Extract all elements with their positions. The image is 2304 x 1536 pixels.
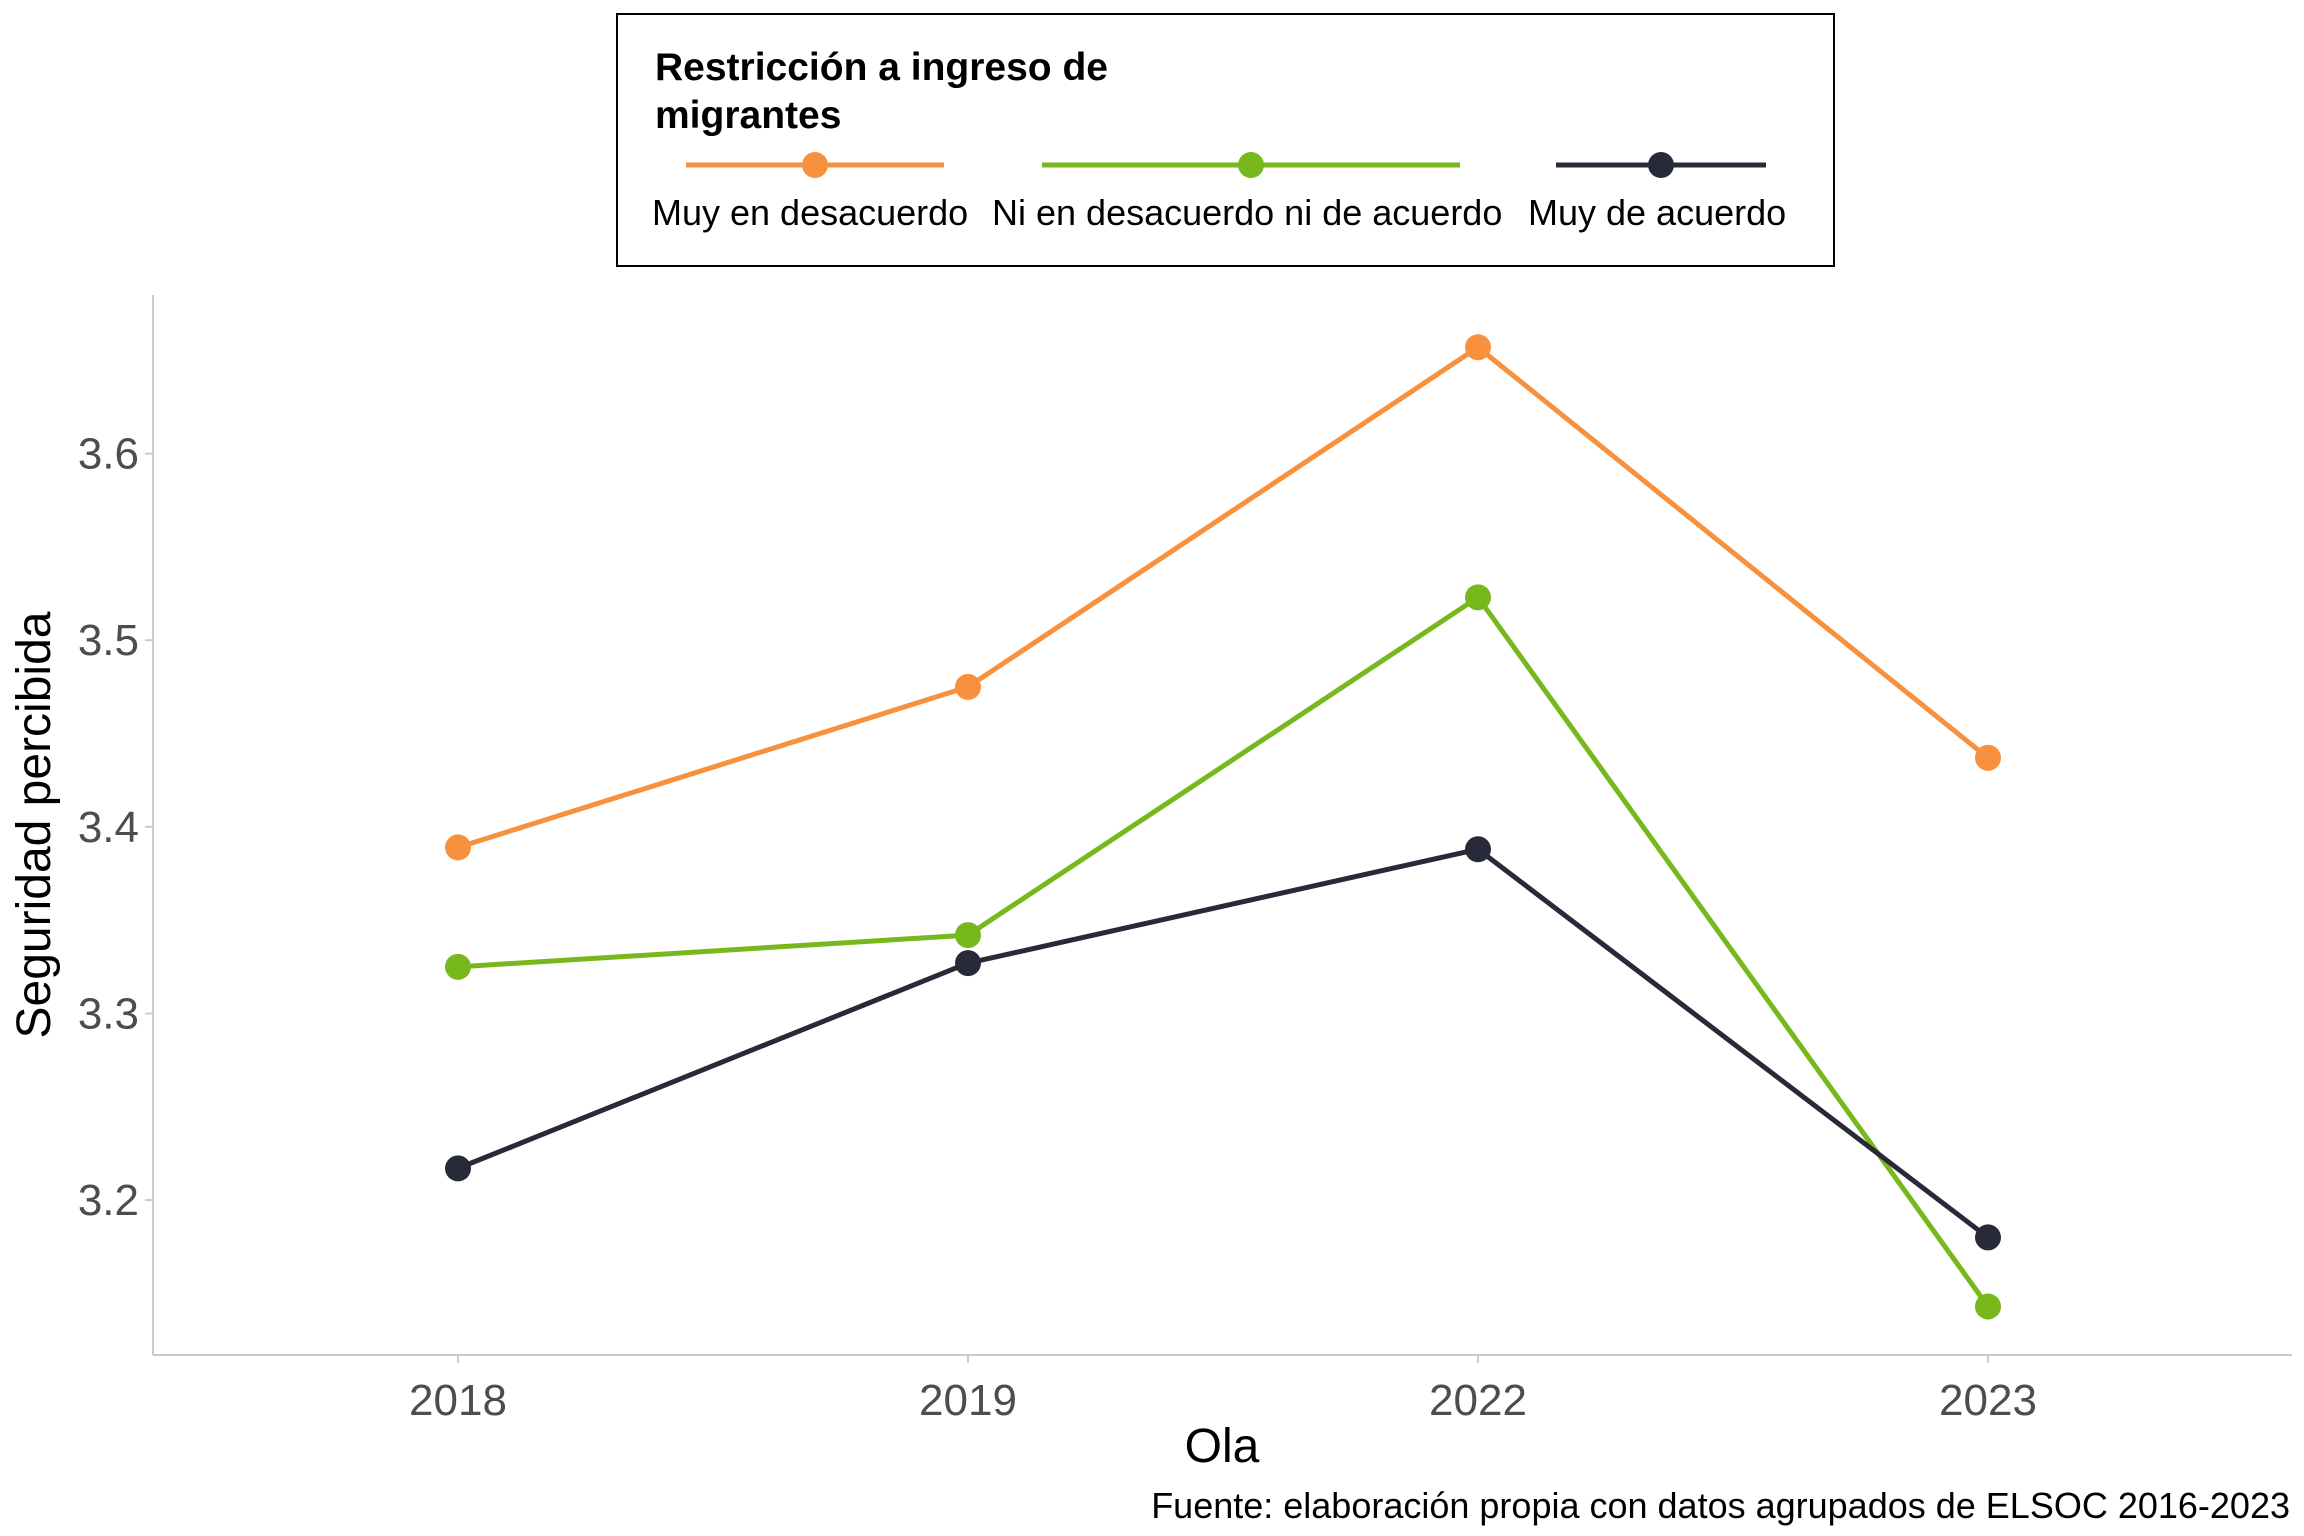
data-point <box>1465 836 1491 863</box>
legend-key-point <box>1648 152 1674 178</box>
x-axis-title: Ola <box>1185 1420 1260 1473</box>
legend-label: Muy de acuerdo <box>1528 192 1786 233</box>
legend-item: Muy en desacuerdo <box>652 152 968 233</box>
y-axis-title: Seguridad percibida <box>8 611 61 1038</box>
series-line-segment <box>455 960 971 1171</box>
legend-label: Ni en desacuerdo ni de acuerdo <box>992 192 1502 233</box>
data-point <box>955 950 981 977</box>
y-tick-label: 3.6 <box>78 430 139 479</box>
data-point <box>1465 584 1491 611</box>
x-tick-label: 2022 <box>1429 1376 1527 1425</box>
axes <box>152 295 2292 1356</box>
series-3 <box>445 836 2001 1251</box>
legend-box <box>616 13 1835 267</box>
y-tick-label: 3.4 <box>78 803 139 852</box>
series-line-segment <box>965 846 1481 966</box>
legend-key-point <box>1238 152 1264 178</box>
series-line-segment <box>455 684 971 850</box>
legend-title-line1: Restricción a ingreso de <box>655 46 1108 89</box>
legend-item: Muy de acuerdo <box>1528 152 1786 233</box>
legend-label: Muy en desacuerdo <box>652 192 968 233</box>
data-point <box>1975 1224 2001 1251</box>
data-point <box>445 953 471 980</box>
x-tick-label: 2019 <box>919 1376 1017 1425</box>
data-point <box>955 673 981 700</box>
legend-key-point <box>802 152 828 178</box>
data-point <box>1975 744 2001 771</box>
series-line-segment <box>1475 594 1991 1309</box>
y-tick-label: 3.2 <box>78 1176 139 1225</box>
x-tick-label: 2023 <box>1939 1376 2037 1425</box>
series-line-segment <box>965 594 1481 938</box>
series-2 <box>445 584 2001 1320</box>
y-tick-label: 3.5 <box>78 616 139 665</box>
x-tick-label: 2018 <box>409 1376 507 1425</box>
data-point <box>445 834 471 861</box>
data-point <box>1975 1293 2001 1320</box>
series-line-segment <box>1475 344 1991 761</box>
data-point <box>445 1155 471 1182</box>
series-line-segment <box>455 932 971 970</box>
legend-title-line2: migrantes <box>655 94 841 137</box>
legend: Restricción a ingreso de migrantes Muy e… <box>616 13 1835 267</box>
series-line-segment <box>965 344 1481 690</box>
caption: Fuente: elaboración propia con datos agr… <box>1151 1485 2290 1526</box>
legend-item: Ni en desacuerdo ni de acuerdo <box>992 152 1502 233</box>
series-1 <box>445 334 2001 861</box>
data-point <box>955 922 981 949</box>
series-line-segment <box>1475 846 1991 1240</box>
y-tick-label: 3.3 <box>78 989 139 1038</box>
data-point <box>1465 334 1491 361</box>
